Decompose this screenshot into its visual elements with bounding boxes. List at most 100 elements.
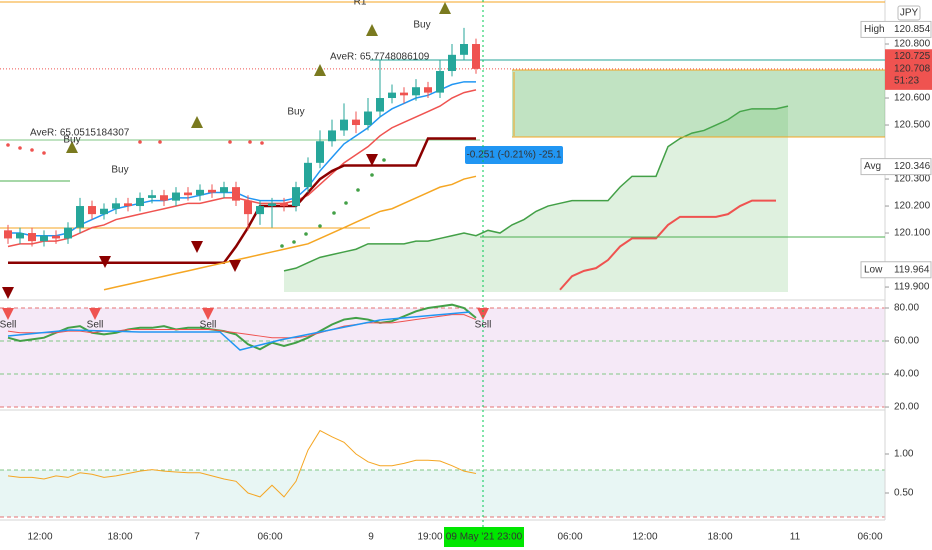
candle-body: [376, 98, 384, 112]
sell-label: Sell: [200, 320, 217, 331]
x-tick-label: 18:00: [707, 532, 732, 543]
x-tick-label: 06:00: [857, 532, 882, 543]
sar-dot: [30, 148, 34, 152]
sar-dot: [138, 140, 142, 144]
candle-body: [316, 141, 324, 163]
osc-band: [0, 308, 885, 408]
candle-body: [208, 189, 216, 193]
candle-body: [28, 233, 36, 242]
candle-body: [244, 200, 252, 215]
signal-marker: [202, 308, 214, 320]
overlay-line: [7, 89, 477, 248]
sar-dot: [18, 146, 22, 150]
sar-dot: [356, 188, 360, 192]
sar-dot: [344, 201, 348, 205]
buy-label: Buy: [413, 20, 430, 31]
sar-dot: [318, 224, 322, 228]
candle-body: [148, 195, 156, 198]
x-tick-label: 06:00: [257, 532, 282, 543]
signal-marker: [66, 141, 78, 153]
candle-body: [436, 71, 444, 93]
overlay-line: [103, 175, 477, 291]
signal-marker: [191, 241, 203, 253]
candle-body: [412, 87, 420, 96]
overlay-line: [8, 137, 476, 264]
indicator-line: [7, 314, 477, 339]
price-label-box: [885, 61, 932, 90]
x-tick-label: 12:00: [27, 532, 52, 543]
signal-marker: [2, 308, 14, 320]
cloud-upper: [283, 105, 789, 272]
candle-body: [256, 206, 264, 215]
x-tick-label: 18:00: [107, 532, 132, 543]
level-label: R1: [354, 0, 367, 8]
candle-body: [460, 44, 468, 55]
sell-label: Sell: [0, 320, 16, 331]
candle-body: [268, 203, 276, 207]
sar-dot: [292, 240, 296, 244]
candle-body: [340, 119, 348, 131]
sar-dot: [382, 158, 386, 162]
overlay-line: [8, 81, 476, 237]
currency-box: [897, 5, 921, 21]
x-tick-label: 12:00: [632, 532, 657, 543]
sar-dot: [228, 140, 232, 144]
candle-body: [352, 119, 360, 126]
y-tick-label: 120.100: [894, 228, 931, 239]
price-label-box: [860, 261, 932, 279]
candle-body: [160, 195, 168, 201]
aver-label: AveR: 65.7748086109: [330, 52, 430, 63]
candle-body: [292, 187, 300, 207]
signal-marker: [477, 308, 489, 320]
x-tick-label: 11: [790, 532, 801, 543]
candle-body: [4, 230, 12, 239]
price-label-value: 119.964: [894, 264, 930, 275]
y-tick-label: 120.500: [894, 120, 931, 131]
candle-body: [304, 162, 312, 188]
candle-body: [136, 197, 144, 207]
candle-body: [184, 192, 192, 196]
y-tick-label: 120.200: [894, 201, 931, 212]
crosshair-time: 09 May '21 23:00: [446, 532, 523, 543]
aver-label: AveR: 65.0515184307: [30, 128, 130, 139]
indicator-line: [7, 311, 471, 351]
candle-body: [400, 92, 408, 96]
candle-body: [232, 187, 240, 201]
y-tick-label: 0.50: [894, 488, 914, 499]
candle-body: [364, 111, 372, 126]
sar-dot: [42, 151, 46, 155]
y-tick-label: 120.300: [894, 174, 931, 185]
sar-dot: [370, 173, 374, 177]
signal-marker: [366, 154, 378, 166]
sar-dot: [304, 232, 308, 236]
signal-marker: [99, 256, 111, 268]
buy-label: Buy: [287, 107, 304, 118]
sell-label: Sell: [87, 320, 104, 331]
candle-body: [16, 233, 24, 239]
sar-dot: [260, 141, 264, 145]
price-label-value: 120.708: [894, 63, 931, 74]
candle-body: [40, 235, 48, 242]
signal-marker: [366, 24, 378, 36]
candle-body: [388, 92, 396, 99]
candle-body: [196, 189, 204, 196]
y-tick-label: 120.800: [894, 39, 931, 50]
price-label-name: Low: [864, 264, 883, 275]
signal-marker: [89, 308, 101, 320]
position-tool: [512, 70, 885, 137]
candle-body: [124, 203, 132, 207]
sar-dot: [280, 244, 284, 248]
y-tick-label: 80.00: [894, 303, 919, 314]
candle-body: [424, 87, 432, 93]
y-tick-label: 60.00: [894, 336, 919, 347]
candle-body: [472, 44, 480, 69]
sar-dot: [6, 143, 10, 147]
price-label-value: 120.854: [894, 24, 931, 35]
candle-body: [64, 227, 72, 239]
buy-label: Buy: [111, 165, 128, 176]
candle-body: [52, 235, 60, 239]
candle-body: [448, 54, 456, 72]
price-label-name: Avg: [864, 161, 881, 172]
signal-marker: [229, 260, 241, 272]
